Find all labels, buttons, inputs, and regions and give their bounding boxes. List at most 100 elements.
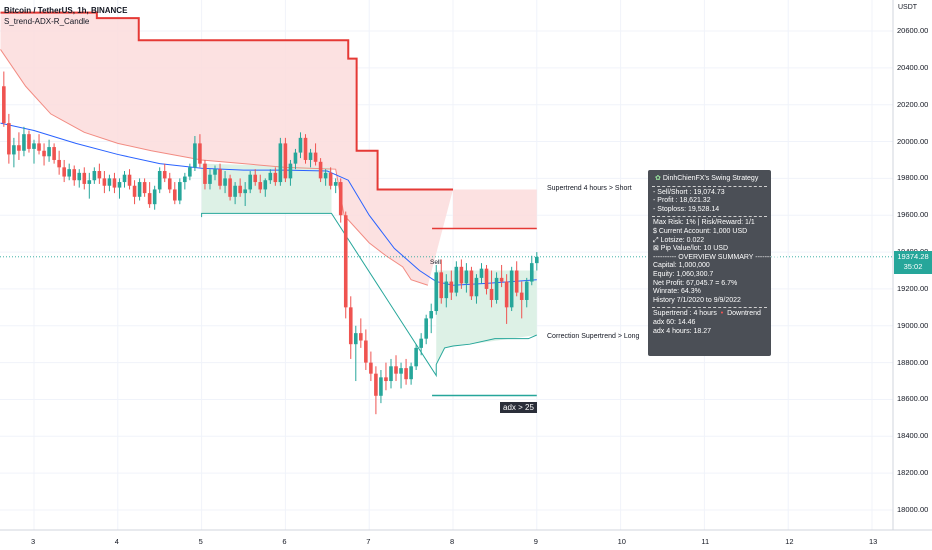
candle bbox=[404, 358, 408, 385]
candle-body bbox=[142, 182, 147, 194]
candle bbox=[72, 165, 77, 186]
candle-body bbox=[147, 193, 152, 205]
chart-grid bbox=[0, 0, 893, 530]
time-tick-label: 8 bbox=[450, 537, 455, 546]
candle bbox=[308, 148, 313, 168]
candle-body bbox=[439, 272, 444, 299]
candle bbox=[514, 261, 519, 297]
price-tick-label: 18200.00 bbox=[897, 468, 929, 478]
candle bbox=[203, 159, 207, 190]
candle-body bbox=[529, 263, 534, 282]
adx-badge: adx > 25 bbox=[500, 402, 537, 413]
candle-body bbox=[449, 281, 454, 293]
equity-row: Equity: 1,060,300.7 bbox=[653, 270, 714, 278]
candle-body bbox=[62, 167, 66, 177]
candle-body bbox=[278, 143, 283, 183]
candle bbox=[318, 158, 323, 183]
candle-body bbox=[52, 147, 56, 160]
candle-body bbox=[308, 152, 313, 160]
candle bbox=[132, 180, 137, 205]
candle bbox=[389, 358, 393, 389]
candle bbox=[298, 132, 303, 159]
history-row: History 7/1/2020 to 9/9/2022 bbox=[653, 296, 741, 304]
stoploss-row: - Stoploss: 19,528.14 bbox=[653, 205, 720, 213]
candle-body bbox=[137, 182, 142, 197]
candle bbox=[12, 137, 16, 168]
supertrend-1h-line bbox=[0, 49, 429, 286]
candle-body bbox=[364, 340, 368, 363]
candle-body bbox=[42, 150, 46, 157]
candle bbox=[364, 329, 368, 370]
candle-body bbox=[12, 145, 16, 155]
adx60-row: adx 60: 14.46 bbox=[653, 318, 696, 326]
supertrend-fill-areas bbox=[0, 12, 537, 365]
candle-body bbox=[7, 123, 11, 155]
candle bbox=[42, 143, 46, 166]
candle bbox=[429, 303, 434, 334]
indicator-title[interactable]: S_trend-ADX-R_Candle bbox=[4, 17, 90, 26]
candle bbox=[273, 167, 278, 186]
candle bbox=[27, 130, 31, 153]
supertrend-row: Supertrend : 4 hours • Downtrend bbox=[648, 310, 771, 319]
candle-body bbox=[414, 347, 418, 367]
candle bbox=[394, 355, 398, 382]
candle bbox=[328, 167, 333, 190]
candle-body bbox=[459, 266, 464, 284]
candle-body bbox=[389, 366, 393, 382]
candle bbox=[223, 171, 227, 194]
candle-body bbox=[167, 178, 172, 190]
candle bbox=[353, 325, 358, 382]
candle bbox=[338, 178, 343, 223]
pip-value-row: ⊠ Pip Value/lot: 10 USD bbox=[653, 245, 728, 253]
candle-body bbox=[474, 277, 479, 297]
candle-body bbox=[293, 152, 298, 164]
candle-body bbox=[188, 167, 192, 177]
candle-body bbox=[258, 182, 263, 190]
candle bbox=[157, 167, 162, 194]
candle-body bbox=[384, 377, 388, 382]
candle bbox=[494, 272, 499, 304]
downtrend-dot-icon: • bbox=[718, 310, 726, 318]
candle-body bbox=[283, 143, 288, 179]
price-tick-label: 20200.00 bbox=[897, 99, 929, 109]
candle bbox=[208, 169, 212, 190]
candle bbox=[504, 274, 509, 324]
account-row: $ Current Account: 1,000 USD bbox=[653, 227, 748, 235]
panel-title: DinhChienFX's Swing Strategy bbox=[662, 175, 759, 182]
candle bbox=[454, 261, 459, 297]
supertrend-direction: Downtrend bbox=[727, 310, 761, 318]
candle-body bbox=[489, 288, 494, 300]
candle bbox=[167, 172, 172, 194]
candle bbox=[193, 136, 197, 172]
candle bbox=[303, 134, 308, 164]
candle-body bbox=[97, 171, 102, 179]
candle-body bbox=[37, 143, 41, 151]
candle-body bbox=[379, 377, 383, 396]
candle bbox=[67, 163, 71, 181]
profit-row: - Profit : 18,621.32 bbox=[653, 197, 711, 205]
candle-body bbox=[22, 134, 26, 151]
price-tick-label: 20400.00 bbox=[897, 62, 929, 72]
candle bbox=[112, 172, 117, 194]
candle bbox=[2, 71, 6, 127]
candle-body bbox=[434, 272, 439, 312]
candle bbox=[117, 178, 122, 199]
time-tick-label: 13 bbox=[869, 537, 878, 546]
candle-body bbox=[273, 172, 278, 183]
candle-body bbox=[479, 268, 484, 278]
candle bbox=[283, 137, 288, 183]
candle-body bbox=[519, 292, 524, 300]
candle-body bbox=[112, 178, 117, 188]
candle-body bbox=[514, 270, 519, 293]
candle-body bbox=[419, 338, 423, 348]
candle-body bbox=[198, 143, 202, 164]
candle-body bbox=[57, 159, 61, 168]
candle-body bbox=[535, 256, 539, 264]
candle bbox=[399, 362, 403, 389]
candle-body bbox=[429, 311, 434, 319]
candle bbox=[258, 174, 263, 194]
candle-body bbox=[213, 169, 217, 175]
candle-body bbox=[2, 86, 6, 124]
current-price-label: 19374.28 35:02 bbox=[894, 250, 932, 274]
